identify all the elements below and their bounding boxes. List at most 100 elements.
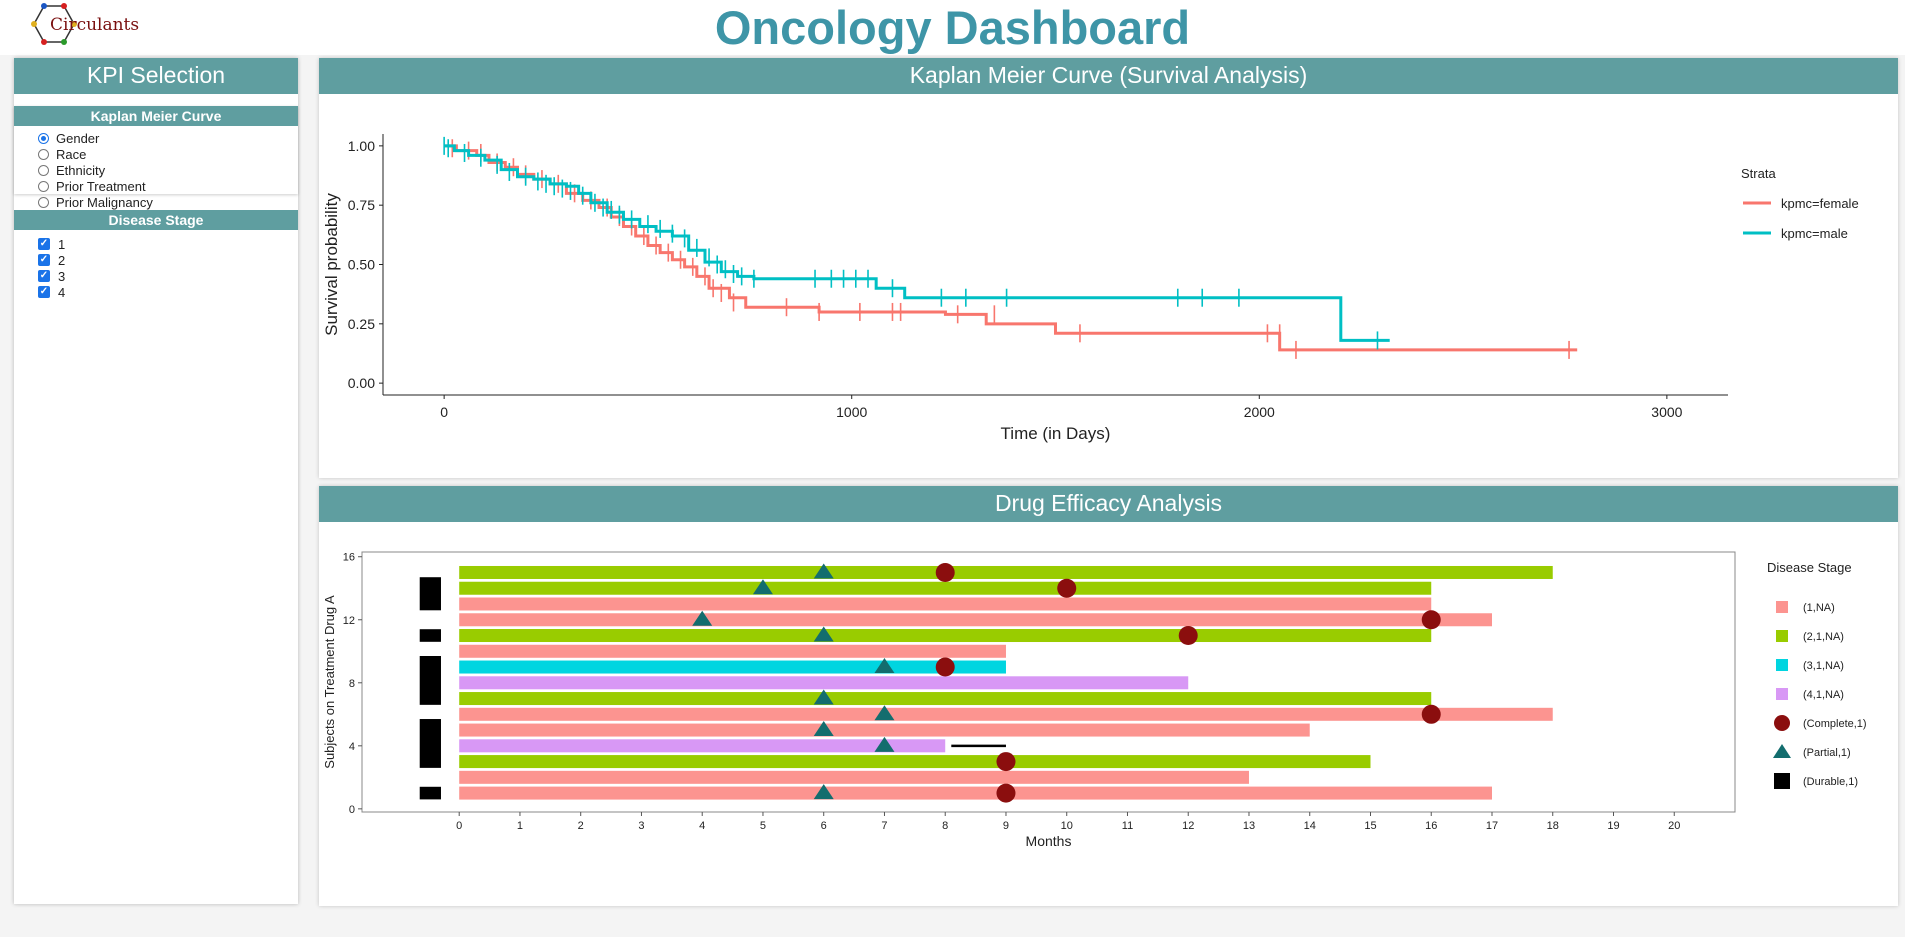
radio-button[interactable] — [38, 132, 49, 144]
page-title: Oncology Dashboard — [714, 1, 1191, 54]
x-tick-label: 14 — [1304, 820, 1316, 832]
radio-option-gender[interactable]: Gender — [14, 130, 298, 146]
legend-swatch — [1774, 715, 1790, 731]
km-curve-0 — [444, 144, 1578, 352]
sidebar-header: KPI Selection — [14, 58, 298, 94]
complete-response-marker — [1421, 704, 1441, 724]
drug-panel-title: Drug Efficacy Analysis — [319, 486, 1898, 522]
radio-button[interactable] — [38, 180, 49, 192]
complete-response-marker — [935, 562, 955, 582]
partial-response-marker — [874, 705, 895, 721]
checkbox-option-stage-1[interactable]: ✓ 1 — [14, 236, 298, 252]
radio-label: Prior Treatment — [56, 178, 146, 194]
x-tick-label: 1000 — [836, 404, 867, 420]
complete-response-marker — [935, 657, 955, 677]
partial-response-marker — [813, 689, 834, 705]
x-tick-label: 0 — [440, 404, 448, 420]
x-tick-label: 6 — [821, 820, 827, 832]
x-tick-label: 17 — [1486, 820, 1498, 832]
subject-bar — [459, 770, 1249, 784]
subject-bar — [459, 707, 1553, 721]
radio-button[interactable] — [38, 148, 49, 160]
complete-response-marker — [1178, 626, 1198, 646]
partial-response-marker — [813, 563, 834, 579]
x-tick-label: 5 — [760, 820, 766, 832]
km-panel: Kaplan Meier Curve (Survival Analysis) 0… — [319, 58, 1898, 478]
durable-marker — [419, 786, 441, 800]
legend-label: (Durable,1) — [1803, 776, 1858, 788]
radio-button[interactable] — [38, 196, 49, 208]
x-tick-label: 9 — [1003, 820, 1009, 832]
subject-bar — [459, 613, 1492, 627]
logo-text: Circulants — [50, 15, 140, 35]
durable-marker — [419, 719, 441, 768]
x-tick-label: 4 — [699, 820, 705, 832]
legend-swatch — [1773, 744, 1791, 758]
legend-label: kpmc=male — [1781, 226, 1848, 241]
y-tick-label: 0.00 — [348, 375, 375, 391]
checkbox-option-stage-3[interactable]: ✓ 3 — [14, 268, 298, 284]
x-axis-label: Time (in Days) — [1001, 424, 1111, 443]
subject-bar — [459, 692, 1432, 706]
y-tick-label: 0.25 — [348, 316, 375, 332]
y-tick-label: 12 — [343, 615, 355, 627]
durable-marker — [419, 656, 441, 705]
radio-option-race[interactable]: Race — [14, 146, 298, 162]
x-tick-label: 11 — [1122, 820, 1133, 832]
partial-response-marker — [813, 626, 834, 642]
y-tick-label: 1.00 — [348, 138, 375, 154]
x-tick-label: 8 — [942, 820, 948, 832]
subject-bar — [459, 581, 1432, 595]
checkbox-label: 1 — [58, 236, 66, 252]
legend-label: (3,1,NA) — [1803, 660, 1844, 672]
x-tick-label: 15 — [1364, 820, 1376, 832]
radio-option-ethnicity[interactable]: Ethnicity — [14, 162, 298, 178]
subject-bar — [459, 755, 1371, 769]
checkbox-label: 2 — [58, 252, 66, 268]
radio-button[interactable] — [38, 164, 49, 176]
checkbox-option-stage-2[interactable]: ✓ 2 — [14, 252, 298, 268]
x-tick-label: 2 — [578, 820, 584, 832]
circulants-logo — [31, 3, 77, 45]
y-axis-label: Subjects on Treatment Drug A — [322, 595, 337, 769]
checkbox[interactable]: ✓ — [38, 238, 50, 250]
x-axis-label: Months — [1026, 833, 1072, 849]
checkbox[interactable]: ✓ — [38, 286, 50, 298]
subject-bar — [459, 644, 1006, 658]
subject-bar — [459, 786, 1492, 800]
subject-bar — [459, 723, 1310, 737]
y-tick-label: 0 — [349, 804, 355, 816]
legend-label: (Complete,1) — [1803, 718, 1867, 730]
legend-swatch — [1776, 688, 1788, 700]
drug-panel: Drug Efficacy Analysis 0 4 8 12 16 0 1 2 3 4 5 6 7 8 9… — [319, 486, 1898, 906]
partial-response-marker — [692, 610, 713, 626]
y-tick-label: 0.75 — [348, 197, 375, 213]
y-axis-label: Survival probability — [322, 193, 341, 336]
legend-label: (Partial,1) — [1803, 747, 1851, 759]
disease-stage-section: Disease Stage ✓ 1 ✓ 2 ✓ 3 ✓ 4 — [14, 210, 298, 300]
legend-swatch — [1776, 601, 1788, 613]
legend-title: Disease Stage — [1767, 560, 1852, 575]
partial-response-marker — [752, 579, 773, 595]
legend-label: (2,1,NA) — [1803, 631, 1844, 643]
checkbox-option-stage-4[interactable]: ✓ 4 — [14, 284, 298, 300]
radio-label: Prior Malignancy — [56, 194, 153, 210]
y-tick-label: 4 — [349, 741, 355, 753]
partial-response-marker — [874, 736, 895, 752]
complete-response-marker — [1421, 610, 1441, 630]
radio-label: Ethnicity — [56, 162, 106, 178]
radio-option-prior-malignancy[interactable]: Prior Malignancy — [14, 194, 298, 210]
y-tick-label: 16 — [343, 552, 355, 564]
x-tick-label: 16 — [1425, 820, 1437, 832]
partial-response-marker — [813, 784, 834, 800]
radio-option-prior-treatment[interactable]: Prior Treatment — [14, 178, 298, 194]
x-tick-label: 2000 — [1244, 404, 1275, 420]
subject-bar — [459, 629, 1432, 643]
checkbox[interactable]: ✓ — [38, 254, 50, 266]
checkbox[interactable]: ✓ — [38, 270, 50, 282]
x-tick-label: 1 — [517, 820, 523, 832]
legend-title: Strata — [1741, 166, 1776, 181]
radio-label: Race — [56, 146, 87, 162]
partial-response-marker — [813, 721, 834, 737]
